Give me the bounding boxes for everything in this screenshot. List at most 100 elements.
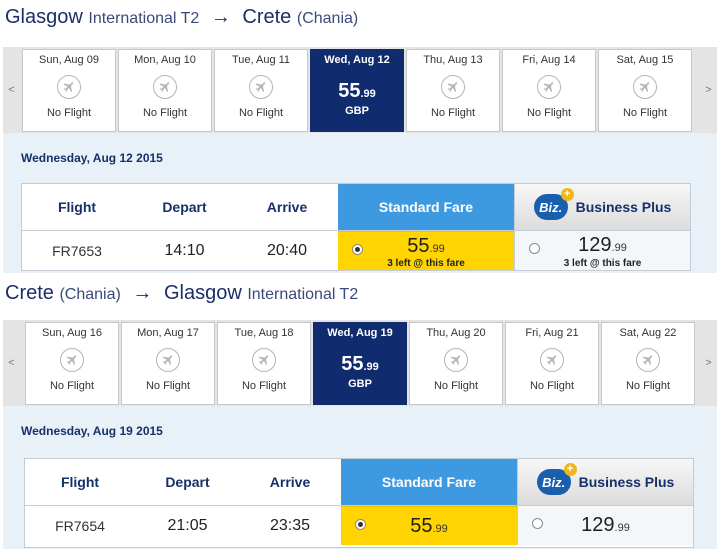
fare-panel: Wednesday, Aug 12 2015 Flight Depart Arr…: [3, 133, 717, 273]
standard-fare-option[interactable]: 55.99 3 left @ this fare: [338, 231, 514, 270]
date-tab-aug-21[interactable]: Fri, Aug 21 No Flight: [505, 322, 599, 405]
price-cents: .99: [363, 361, 379, 373]
day-date: Wed, Aug 12: [324, 54, 390, 66]
no-flight-label: No Flight: [46, 107, 92, 119]
day-price: 55.99: [314, 353, 406, 376]
fare-main: 129: [578, 234, 612, 256]
day-date: Tue, Aug 18: [234, 327, 294, 339]
origin-city: Crete: [5, 282, 54, 304]
no-flight-label: No Flight: [142, 107, 188, 119]
day-date: Thu, Aug 20: [426, 327, 486, 339]
biz-logo-text: Biz.: [539, 199, 563, 215]
return-route-title: Crete (Chania) → Glasgow International T…: [5, 282, 358, 305]
no-flight-label: No Flight: [49, 380, 95, 392]
selected-date-heading: Wednesday, Aug 19 2015: [21, 424, 163, 438]
seats-left-note: 3 left @ this fare: [563, 258, 642, 269]
airplane-icon: [540, 348, 564, 372]
arrive-time: 20:40: [266, 241, 308, 259]
date-tab-aug-16[interactable]: Sun, Aug 16 No Flight: [25, 322, 119, 405]
seats-left-note: 3 left @ this fare: [387, 258, 465, 269]
radio-selected-icon[interactable]: [352, 244, 363, 255]
no-flight-label: No Flight: [145, 380, 191, 392]
business-plus-label: Business Plus: [578, 474, 675, 490]
airplane-icon: [636, 348, 660, 372]
fare-cents: .99: [614, 522, 630, 534]
fare-cents: .99: [432, 523, 448, 535]
destination-city: Crete: [242, 6, 292, 28]
flight-number: FR7653: [52, 242, 102, 259]
airplane-icon: [444, 348, 468, 372]
arrive-time: 23:35: [269, 516, 311, 534]
date-tab-aug-18[interactable]: Tue, Aug 18 No Flight: [217, 322, 311, 405]
airplane-icon: [441, 75, 465, 99]
no-flight-label: No Flight: [430, 107, 476, 119]
fare-table: Flight Depart Arrive Standard Fare Biz. +…: [24, 458, 694, 548]
destination-airport: (Chania): [296, 10, 359, 27]
day-date: Fri, Aug 21: [525, 327, 579, 339]
header-flight: Flight: [57, 199, 97, 215]
scroll-right-button[interactable]: >: [700, 47, 717, 133]
date-tab-aug-20[interactable]: Thu, Aug 20 No Flight: [409, 322, 503, 405]
date-tab-aug-11[interactable]: Tue, Aug 11 No Flight: [214, 49, 308, 132]
day-date: Sat, Aug 22: [619, 327, 677, 339]
date-tab-aug-17[interactable]: Mon, Aug 17 No Flight: [121, 322, 215, 405]
header-arrive: Arrive: [269, 474, 311, 490]
day-date: Mon, Aug 10: [134, 54, 196, 66]
depart-time: 21:05: [167, 516, 208, 534]
date-tab-aug-10[interactable]: Mon, Aug 10 No Flight: [118, 49, 212, 132]
airplane-icon: [537, 75, 561, 99]
selected-date-heading: Wednesday, Aug 12 2015: [21, 151, 163, 165]
radio-empty-icon[interactable]: [532, 518, 543, 529]
airplane-icon: [249, 75, 273, 99]
header-standard-fare: Standard Fare: [338, 184, 514, 230]
header-business-plus: Biz. + Business Plus: [514, 184, 690, 230]
standard-fare-price: 55.99: [338, 235, 514, 258]
origin-city: Glasgow: [5, 6, 83, 28]
flight-row: FR7654 21:05 23:35 55.99 129.99: [25, 505, 693, 545]
business-fare-option[interactable]: 129.99: [517, 506, 693, 545]
date-tab-aug-09[interactable]: Sun, Aug 09 No Flight: [22, 49, 116, 132]
header-arrive: Arrive: [266, 199, 308, 215]
radio-selected-icon[interactable]: [355, 519, 366, 530]
date-tab-aug-15[interactable]: Sat, Aug 15 No Flight: [598, 49, 692, 132]
day-date: Tue, Aug 11: [231, 54, 291, 66]
date-tab-aug-14[interactable]: Fri, Aug 14 No Flight: [502, 49, 596, 132]
standard-fare-option[interactable]: 55.99: [341, 506, 517, 545]
no-flight-label: No Flight: [526, 107, 572, 119]
no-flight-label: No Flight: [529, 380, 575, 392]
day-date: Sun, Aug 09: [39, 54, 99, 66]
flight-number: FR7654: [55, 517, 105, 534]
header-depart: Depart: [162, 199, 207, 215]
destination-airport: International T2: [247, 286, 359, 303]
date-tab-aug-19-selected[interactable]: Wed, Aug 19 55.99 GBP: [313, 322, 407, 405]
destination-city: Glasgow: [163, 282, 242, 304]
fare-main: 55: [410, 515, 433, 537]
no-flight-label: No Flight: [433, 380, 479, 392]
day-date: Wed, Aug 19: [327, 327, 393, 339]
scroll-left-button[interactable]: <: [3, 320, 20, 406]
scroll-left-button[interactable]: <: [3, 47, 20, 133]
no-flight-label: No Flight: [622, 107, 668, 119]
currency-label: GBP: [348, 378, 372, 390]
header-depart: Depart: [165, 474, 210, 490]
biz-plus-badge: +: [560, 188, 574, 201]
origin-airport: International T2: [88, 10, 200, 27]
business-fare-option[interactable]: 129.99 3 left @ this fare: [514, 231, 690, 270]
fare-main: 129: [581, 514, 615, 536]
standard-fare-price: 55.99: [341, 515, 517, 538]
outbound-route-title: Glasgow International T2 → Crete (Chania…: [5, 6, 358, 29]
airplane-icon: [60, 348, 84, 372]
date-tab-aug-13[interactable]: Thu, Aug 13 No Flight: [406, 49, 500, 132]
radio-empty-icon[interactable]: [529, 243, 540, 254]
date-tab-aug-12-selected[interactable]: Wed, Aug 12 55.99 GBP: [310, 49, 404, 132]
business-fare-price: 129.99: [518, 514, 693, 537]
date-tab-aug-22[interactable]: Sat, Aug 22 No Flight: [601, 322, 695, 405]
no-flight-label: No Flight: [625, 380, 671, 392]
no-flight-label: No Flight: [238, 107, 284, 119]
biz-logo-icon: Biz. +: [533, 188, 574, 220]
biz-logo-icon: Biz. +: [536, 463, 577, 495]
fare-panel: Wednesday, Aug 19 2015 Flight Depart Arr…: [3, 406, 717, 549]
scroll-right-button[interactable]: >: [700, 320, 717, 406]
fare-table: Flight Depart Arrive Standard Fare Biz. +…: [21, 183, 691, 271]
day-date: Fri, Aug 14: [522, 54, 576, 66]
